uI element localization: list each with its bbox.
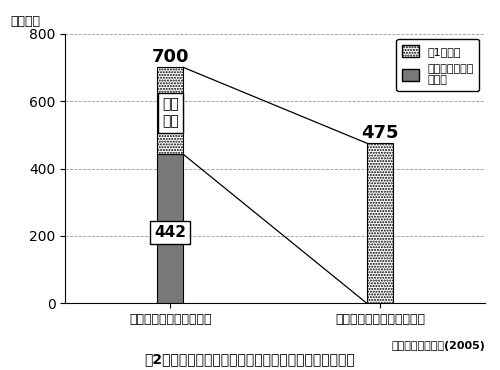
Legend: 第1四分位, 政策融資がない
ケース: 第1四分位, 政策融資がない ケース	[396, 39, 479, 91]
Bar	[157, 154, 184, 303]
Bar	[157, 67, 184, 154]
Text: 442: 442	[154, 225, 186, 240]
Bar	[367, 143, 393, 303]
Text: 政策
効果: 政策 効果	[162, 97, 178, 128]
Text: 資料：徽那・安田(2005): 資料：徽那・安田(2005)	[391, 341, 485, 351]
Text: （万円）: （万円）	[11, 15, 41, 28]
Text: 第2図　国民生活金融公庫融資による開業規模拡大効果: 第2図 国民生活金融公庫融資による開業規模拡大効果	[144, 352, 356, 366]
Text: 700: 700	[152, 48, 189, 66]
Text: 475: 475	[362, 124, 399, 142]
